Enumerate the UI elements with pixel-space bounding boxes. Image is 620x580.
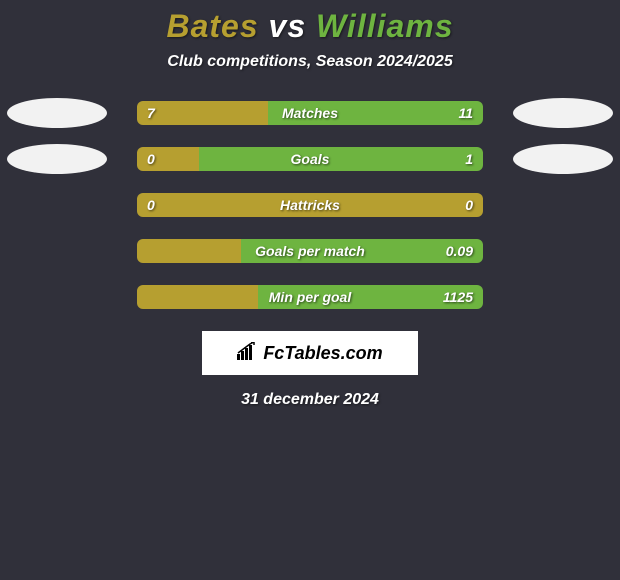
comparison-card: Bates vs Williams Club competitions, Sea… <box>0 0 620 409</box>
stat-bar: Matches 7 11 <box>137 101 483 125</box>
page-title: Bates vs Williams <box>0 8 620 45</box>
right-ellipse <box>513 98 613 128</box>
stat-value-left: 0 <box>147 151 155 167</box>
stat-row: Goals 0 1 <box>0 147 620 171</box>
bar-left-segment <box>137 101 268 125</box>
stat-bar: Goals per match 0.09 <box>137 239 483 263</box>
stat-row: Goals per match 0.09 <box>0 239 620 263</box>
stat-row: Matches 7 11 <box>0 101 620 125</box>
stat-label: Goals per match <box>255 243 365 259</box>
stat-value-right: 0 <box>465 197 473 213</box>
stat-value-left: 7 <box>147 105 155 121</box>
stat-value-right: 1125 <box>443 289 473 305</box>
right-ellipse <box>513 144 613 174</box>
stat-label: Hattricks <box>280 197 340 213</box>
brand-badge: FcTables.com <box>202 331 418 375</box>
stat-label: Min per goal <box>269 289 351 305</box>
left-ellipse <box>7 144 107 174</box>
left-ellipse <box>7 98 107 128</box>
stat-value-right: 11 <box>458 105 473 121</box>
stat-row: Min per goal 1125 <box>0 285 620 309</box>
stat-row: Hattricks 0 0 <box>0 193 620 217</box>
stat-value-right: 1 <box>465 151 473 167</box>
bar-left-segment <box>137 239 241 263</box>
stat-value-left: 0 <box>147 197 155 213</box>
bar-right-segment <box>199 147 483 171</box>
stat-rows: Matches 7 11 Goals 0 1 Hattricks 0 0 Goals per ma… <box>0 101 620 309</box>
brand-chart-icon <box>237 342 259 365</box>
player2-name: Williams <box>316 8 454 44</box>
stat-bar: Hattricks 0 0 <box>137 193 483 217</box>
stat-label: Matches <box>282 105 338 121</box>
stat-bar: Min per goal 1125 <box>137 285 483 309</box>
stat-label: Goals <box>291 151 330 167</box>
subtitle: Club competitions, Season 2024/2025 <box>0 53 620 71</box>
brand-text: FcTables.com <box>263 343 382 364</box>
stat-value-right: 0.09 <box>446 243 473 259</box>
vs-text: vs <box>259 8 316 44</box>
bar-left-segment <box>137 285 258 309</box>
stat-bar: Goals 0 1 <box>137 147 483 171</box>
date-text: 31 december 2024 <box>0 391 620 409</box>
player1-name: Bates <box>166 8 258 44</box>
